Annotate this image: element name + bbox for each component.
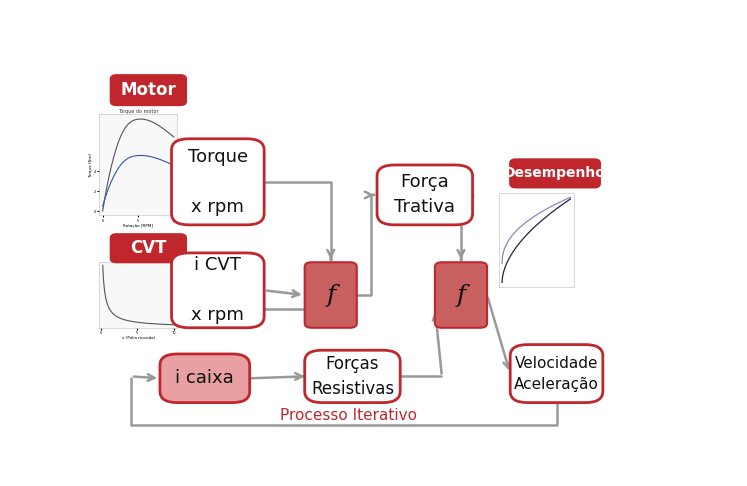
FancyBboxPatch shape xyxy=(172,253,264,328)
FancyBboxPatch shape xyxy=(510,345,603,402)
Text: f: f xyxy=(326,283,335,307)
Text: i caixa: i caixa xyxy=(176,369,235,387)
FancyBboxPatch shape xyxy=(510,159,600,188)
FancyBboxPatch shape xyxy=(111,75,186,105)
Text: Velocidade
Aceleração: Velocidade Aceleração xyxy=(514,356,599,392)
FancyBboxPatch shape xyxy=(305,350,400,402)
Text: Processo Iterativo: Processo Iterativo xyxy=(279,408,417,423)
Text: CVT: CVT xyxy=(130,239,167,257)
Text: i CVT

x rpm: i CVT x rpm xyxy=(191,256,244,324)
Text: Torque

x rpm: Torque x rpm xyxy=(187,148,248,216)
FancyBboxPatch shape xyxy=(172,139,264,225)
Text: Forças
Resistivas: Forças Resistivas xyxy=(311,355,394,398)
FancyBboxPatch shape xyxy=(305,262,357,328)
Text: f: f xyxy=(456,283,465,307)
Text: Desempenho: Desempenho xyxy=(504,166,606,180)
FancyBboxPatch shape xyxy=(377,165,473,225)
FancyBboxPatch shape xyxy=(435,262,487,328)
Text: Motor: Motor xyxy=(120,81,176,99)
Text: Força
Trativa: Força Trativa xyxy=(394,174,456,216)
FancyBboxPatch shape xyxy=(111,234,186,262)
FancyBboxPatch shape xyxy=(160,354,249,402)
